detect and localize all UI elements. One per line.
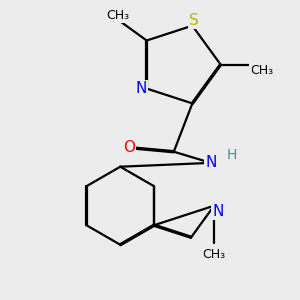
Text: N: N (205, 155, 217, 170)
Text: N: N (135, 81, 147, 96)
Text: CH₃: CH₃ (202, 248, 226, 260)
Text: CH₃: CH₃ (106, 9, 129, 22)
Text: O: O (123, 140, 135, 155)
Text: S: S (189, 13, 199, 28)
Text: N: N (212, 204, 224, 219)
Text: H: H (226, 148, 236, 162)
Text: CH₃: CH₃ (250, 64, 273, 76)
